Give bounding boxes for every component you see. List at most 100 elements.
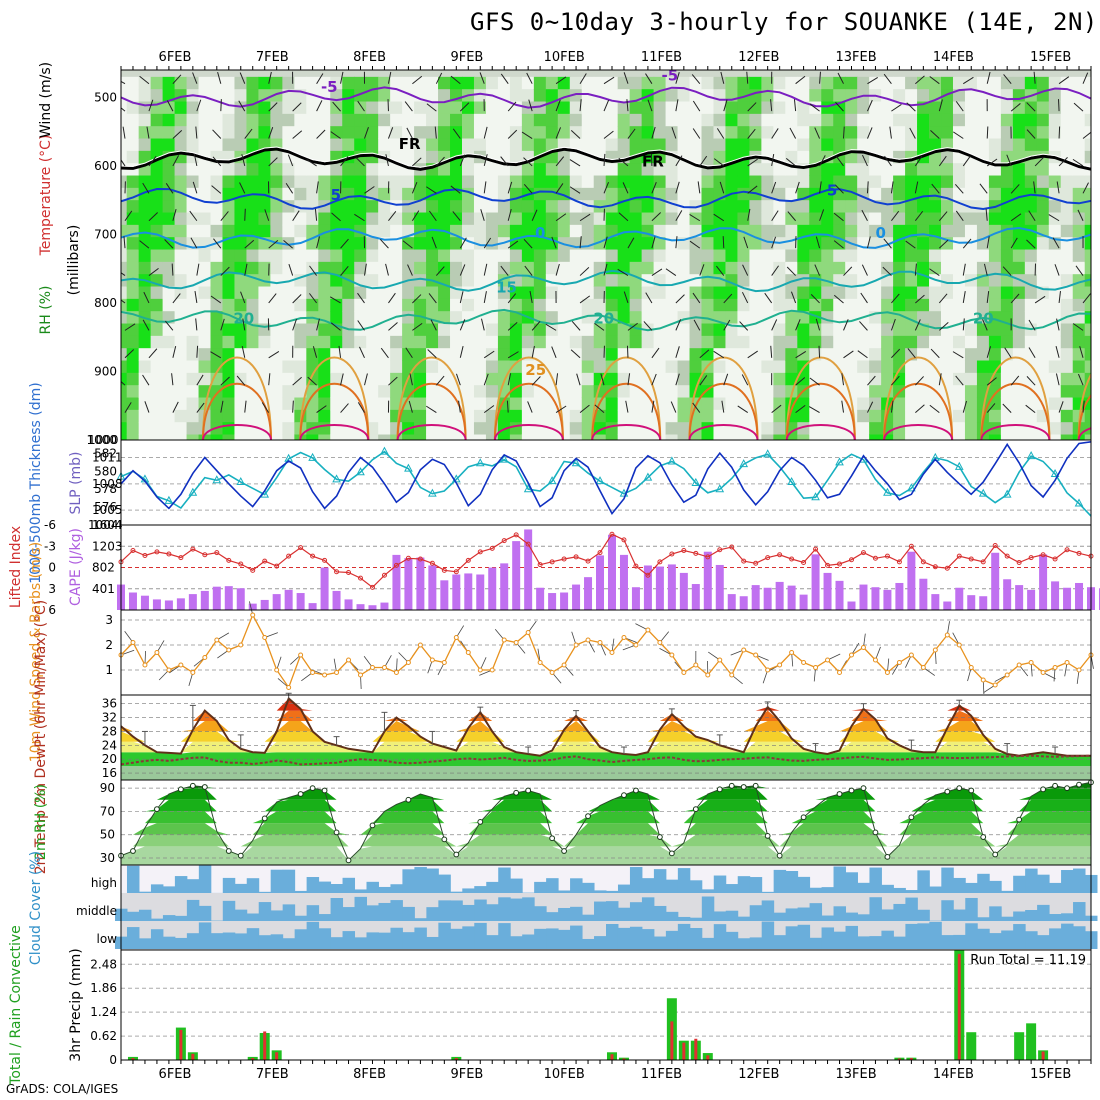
lifted-index-point bbox=[753, 560, 759, 566]
wind-barb bbox=[721, 400, 725, 413]
wind-barb bbox=[814, 264, 821, 276]
rh-cell bbox=[473, 422, 487, 436]
wind-barb bbox=[244, 400, 247, 413]
rh-cell bbox=[473, 126, 487, 140]
rh-cell bbox=[186, 175, 200, 189]
rh-cell bbox=[737, 237, 751, 251]
cloud-fraction bbox=[1025, 868, 1038, 893]
rh-cell bbox=[881, 348, 894, 362]
rh-cell bbox=[294, 163, 307, 177]
wind-barb bbox=[670, 401, 677, 413]
date-label-top: 12FEB bbox=[738, 50, 779, 65]
date-label-top: 7FEB bbox=[256, 50, 289, 65]
rh2m-point bbox=[177, 786, 184, 793]
rh-cell bbox=[174, 138, 188, 152]
wind10m-point bbox=[705, 672, 711, 678]
rh-cell bbox=[617, 434, 631, 440]
rh-cell bbox=[198, 138, 212, 152]
wind10m-point bbox=[262, 635, 268, 640]
rh-cell bbox=[881, 101, 894, 115]
rh-cell bbox=[282, 76, 295, 90]
rh-cell bbox=[282, 397, 295, 411]
rh-cell bbox=[1000, 323, 1014, 337]
wind-barb bbox=[938, 373, 942, 386]
cloud-fraction bbox=[198, 865, 212, 893]
rh-cell bbox=[653, 311, 667, 325]
thickness-point bbox=[188, 487, 198, 496]
wind-barb bbox=[675, 210, 683, 221]
cloud-fraction bbox=[570, 925, 583, 949]
cape-bar bbox=[763, 587, 772, 610]
rh-cell bbox=[869, 360, 882, 374]
rh-cell bbox=[533, 397, 547, 411]
rh-cell bbox=[426, 76, 439, 90]
rh-cell bbox=[438, 323, 451, 337]
rh-cell bbox=[1060, 261, 1074, 275]
rh-cell bbox=[701, 76, 715, 90]
rh-cell bbox=[497, 212, 511, 226]
rh-cell bbox=[952, 224, 966, 238]
cloud-fraction bbox=[246, 928, 260, 949]
wind10m-point bbox=[130, 640, 136, 645]
rh-cell bbox=[833, 224, 846, 238]
rh-cell bbox=[689, 150, 703, 164]
wind-barb bbox=[1082, 72, 1089, 84]
rh-cell bbox=[857, 397, 870, 411]
rh-cell bbox=[761, 126, 774, 140]
wind-barb bbox=[555, 127, 562, 139]
rh-cell bbox=[665, 385, 679, 399]
temp2m-panel bbox=[120, 692, 1092, 780]
wind-barb bbox=[603, 99, 610, 112]
thickness-point bbox=[643, 472, 653, 481]
rh-cell bbox=[941, 101, 954, 115]
rh-cell bbox=[1084, 434, 1091, 440]
rh-cell bbox=[557, 335, 571, 349]
rh-cell bbox=[773, 113, 786, 127]
rh-cell bbox=[318, 138, 331, 152]
rh-cell bbox=[306, 409, 319, 423]
rh-cell bbox=[174, 175, 188, 189]
temp-band-6 bbox=[121, 698, 1091, 711]
rh-cell bbox=[485, 261, 499, 275]
rh-cell bbox=[1012, 113, 1026, 127]
wind-barb bbox=[645, 73, 653, 84]
rh2m-point bbox=[992, 851, 999, 858]
rh-cell bbox=[725, 397, 739, 411]
rh-cell bbox=[378, 274, 391, 288]
rh-cell bbox=[121, 397, 128, 411]
rh-cell bbox=[917, 286, 930, 300]
rh-cell bbox=[785, 126, 798, 140]
cape-bar bbox=[1075, 582, 1084, 610]
rh-cell bbox=[1000, 187, 1014, 201]
slp-corner-bottom: 1004 bbox=[88, 518, 119, 532]
rh-cell bbox=[1060, 89, 1074, 103]
rh-cell bbox=[521, 224, 535, 238]
rh-cell bbox=[809, 76, 822, 90]
rh-cell bbox=[402, 101, 415, 115]
rh-cell bbox=[186, 348, 200, 362]
wind10m-line bbox=[120, 613, 1092, 689]
cloud-fraction bbox=[594, 936, 607, 949]
rh-cell bbox=[952, 126, 966, 140]
rh-cell bbox=[749, 212, 762, 226]
rh-cell bbox=[845, 249, 858, 263]
rh-cell bbox=[581, 298, 595, 312]
cape-bar bbox=[883, 589, 892, 610]
rh-cell bbox=[976, 298, 990, 312]
rh-cell bbox=[677, 187, 691, 201]
rh-cell bbox=[976, 126, 990, 140]
rh-cell bbox=[402, 434, 415, 440]
wind-barb bbox=[819, 71, 821, 84]
cloud-fraction bbox=[1013, 924, 1026, 949]
wind-barb bbox=[675, 236, 678, 249]
rh-cell bbox=[294, 372, 307, 386]
wind-barb bbox=[747, 102, 757, 112]
cloud-fraction bbox=[234, 933, 248, 949]
rh-cell bbox=[988, 237, 1002, 251]
wind-barb bbox=[406, 127, 413, 139]
rh-cell bbox=[390, 175, 403, 189]
rh-cell bbox=[366, 237, 379, 251]
rh-cell bbox=[617, 224, 631, 238]
rh-cell bbox=[845, 126, 858, 140]
rh-cell bbox=[1036, 311, 1050, 325]
